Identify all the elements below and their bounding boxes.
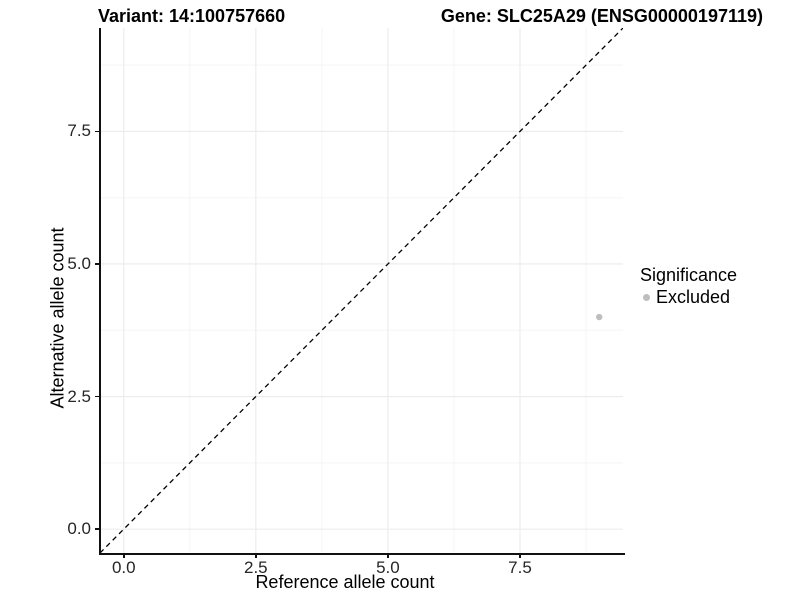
y-tick-label: 7.5 [67,121,91,141]
gene-title: Gene: SLC25A29 (ENSG00000197119) [440,6,763,26]
x-axis-label: Reference allele count [255,572,435,592]
y-tick-label: 5.0 [67,253,91,273]
y-tick-mark [95,130,100,133]
y-axis-line [99,28,101,555]
x-tick-mark [387,553,389,558]
legend-item-excluded: Excluded [640,287,737,308]
legend-item-label: Excluded [656,287,731,307]
plot-area-svg [99,27,624,554]
legend-title: Significance [640,265,738,285]
x-tick-label: 5.0 [376,558,400,577]
y-tick-label: 0.0 [67,519,91,539]
x-tick-label: 7.5 [508,558,532,577]
x-tick-mark [255,553,257,558]
legend-point-icon [643,294,650,301]
x-tick-label: 2.5 [244,558,268,577]
y-axis-label: Alternative allele count [47,227,68,409]
y-tick-mark [95,395,100,398]
y-tick-mark [95,263,100,265]
plot-panel [99,27,624,554]
x-axis-line [99,553,625,555]
legend: Significance Excluded [640,265,737,308]
x-tick-mark [519,553,521,558]
x-tick-label: 0.0 [111,558,136,577]
y-tick-label: 2.5 [67,386,91,406]
y-tick-mark [95,528,100,530]
x-tick-mark [123,553,125,558]
variant-title: Variant: 14:100757660 [98,6,286,26]
